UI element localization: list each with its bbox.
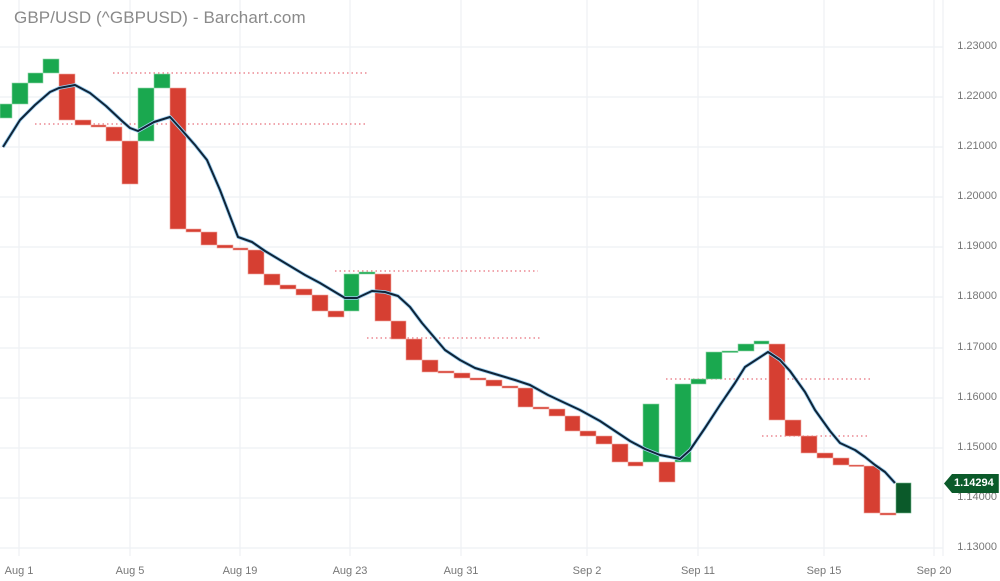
y-tick-label: 1.16000 <box>957 391 997 403</box>
down-brick <box>90 124 107 128</box>
chart-title: GBP/USD (^GBPUSD) - Barchart.com <box>14 8 306 27</box>
down-brick <box>169 87 187 230</box>
y-tick-label: 1.22000 <box>957 90 997 102</box>
down-brick <box>469 377 487 381</box>
down-brick <box>784 419 802 437</box>
up-brick <box>690 378 707 385</box>
down-brick <box>216 244 234 249</box>
y-tick-label: 1.23000 <box>957 40 997 52</box>
down-brick <box>485 379 503 387</box>
down-brick <box>311 294 329 312</box>
up-brick <box>737 343 755 352</box>
down-brick <box>627 461 644 467</box>
y-tick-label: 1.20000 <box>957 190 997 202</box>
down-brick <box>405 338 423 361</box>
x-tick-label: Aug 1 <box>4 565 34 577</box>
down-brick <box>848 464 865 467</box>
up-brick <box>674 383 692 463</box>
down-brick <box>121 140 139 185</box>
last-price-tag: 1.14294 <box>944 474 999 493</box>
up-brick <box>642 403 660 463</box>
down-brick <box>374 273 392 322</box>
down-brick <box>295 288 313 296</box>
x-tick-label: Aug 31 <box>443 565 479 577</box>
y-tick-label: 1.21000 <box>957 140 997 152</box>
down-brick <box>279 284 297 290</box>
down-brick <box>390 320 407 340</box>
y-tick-label: 1.17000 <box>957 341 997 353</box>
up-brick <box>27 72 44 84</box>
up-brick <box>153 73 171 89</box>
down-brick <box>105 126 123 142</box>
down-brick <box>579 430 597 437</box>
up-brick <box>721 350 739 353</box>
down-brick <box>247 249 265 275</box>
down-brick <box>879 512 897 516</box>
up-brick <box>0 103 13 119</box>
x-tick-label: Aug 23 <box>332 565 368 577</box>
support-resistance-lines <box>35 72 870 437</box>
up-brick <box>343 273 360 312</box>
down-brick <box>263 273 281 286</box>
down-brick <box>532 406 550 410</box>
x-tick-label: Sep 15 <box>806 565 842 577</box>
down-brick <box>517 387 534 408</box>
up-brick <box>705 351 723 380</box>
up-brick <box>358 271 376 275</box>
down-brick <box>564 415 581 432</box>
y-tick-label: 1.18000 <box>957 290 997 302</box>
down-brick <box>437 370 455 374</box>
down-brick <box>185 228 202 233</box>
up-brick <box>42 58 60 74</box>
x-tick-label: Sep 20 <box>916 565 952 577</box>
down-brick <box>74 119 92 126</box>
down-brick <box>863 465 881 514</box>
down-brick <box>658 461 676 483</box>
last_up-brick <box>895 482 912 514</box>
down-brick <box>453 372 471 379</box>
y-tick-label: 1.13000 <box>957 541 997 553</box>
down-brick <box>611 443 629 463</box>
down-brick <box>548 408 566 417</box>
down-brick <box>595 435 613 445</box>
moving-average-line <box>1 83 897 485</box>
down-brick <box>58 73 76 121</box>
up-brick <box>11 82 29 105</box>
down-brick <box>832 457 850 466</box>
x-tick-label: Sep 11 <box>680 565 716 577</box>
down-brick <box>501 385 519 389</box>
price-bricks <box>0 58 912 516</box>
x-tick-label: Aug 19 <box>222 565 258 577</box>
down-brick <box>816 452 834 459</box>
y-tick-label: 1.14000 <box>957 491 997 503</box>
up-brick <box>753 340 770 345</box>
y-tick-label: 1.19000 <box>957 240 997 252</box>
x-tick-label: Aug 5 <box>115 565 145 577</box>
x-tick-label: Sep 2 <box>572 565 602 577</box>
down-brick <box>800 435 818 454</box>
down-brick <box>200 231 218 246</box>
up-brick <box>137 87 155 142</box>
y-tick-label: 1.15000 <box>957 441 997 453</box>
grid-lines <box>0 0 944 556</box>
down-brick <box>232 247 249 251</box>
ma-line <box>2 84 896 484</box>
down-brick <box>421 359 439 373</box>
down-brick <box>327 310 345 318</box>
